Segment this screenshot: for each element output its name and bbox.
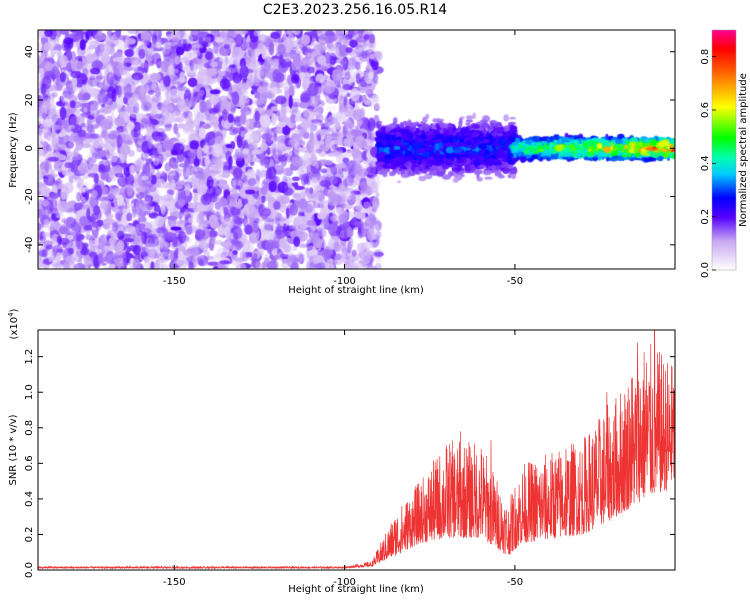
snr-frame [37,329,676,571]
colorbar-ticks: 0.0 0.2 0.4 0.6 0.8 [700,49,716,278]
colorbar-gradient [711,29,737,271]
colorbar-tick-label: 0.0 [700,262,711,278]
snr-y-tick-label: 1.2 [24,349,35,365]
snr-x-tick-label: -100 [333,577,356,588]
spectrogram-x-tick-label: -50 [507,276,523,287]
spectrogram-y-tick-label: 0 [24,145,35,151]
colorbar-tick-label: 0.6 [700,102,711,118]
spectrogram-y-tick-label: -40 [24,237,35,253]
spectrogram-x-tick-label: -100 [333,276,356,287]
figure-title: C2E3.2023.256.16.05.R14 [263,2,447,18]
spectrogram-y-tick-label: 20 [24,94,35,107]
snr-y-tick-label: 0.8 [24,420,35,436]
colorbar: 0.0 0.2 0.4 0.6 0.8 Normalized spectral ampl… [700,29,749,278]
spectrogram-y-ticks: -40 -20 0 20 40 [24,45,675,253]
colorbar-tick-label: 0.2 [700,209,711,225]
snr-series-line [37,329,676,570]
spectrogram-x-tick-label: -150 [163,276,186,287]
snr-x-tick-label: -150 [163,577,186,588]
snr-y-tick-label: 0.0 [24,562,35,578]
spectrogram-panel: -150 -100 -50 -40 -20 0 20 40 Height of straig… [8,29,676,296]
snr-y-tick-label: 0.6 [24,455,35,471]
colorbar-label: Normalized spectral amplitude [738,73,749,227]
snr-x-ticks: -150 -100 -50 [163,330,523,588]
snr-y-multiplier: (x104) [7,308,20,339]
snr-y-tick-label: 0.2 [24,526,35,542]
snr-x-tick-label: -50 [507,577,523,588]
snr-y-tick-label: 0.4 [24,491,35,507]
snr-y-label: SNR (10 * v/v) [8,414,19,485]
spectrogram-image [38,30,675,269]
spectrogram-x-ticks: -150 -100 -50 [163,30,523,287]
snr-panel: -150 -100 -50 0.0 0.2 0.4 0.6 0.8 1.0 1.2 Height… [7,308,676,595]
spectrogram-y-tick-label: 40 [24,45,35,58]
colorbar-tick-label: 0.4 [700,155,711,171]
spectrogram-x-label: Height of straight line (km) [288,285,424,296]
snr-x-label: Height of straight line (km) [288,584,424,595]
snr-y-ticks: 0.0 0.2 0.4 0.6 0.8 1.0 1.2 [24,349,675,578]
spectrogram-y-tick-label: -20 [24,188,35,204]
spectrogram-frame [37,29,676,270]
colorbar-tick-label: 0.8 [700,49,711,65]
spectrogram-y-label: Frequency (Hz) [8,112,19,188]
snr-y-tick-label: 1.0 [24,384,35,400]
